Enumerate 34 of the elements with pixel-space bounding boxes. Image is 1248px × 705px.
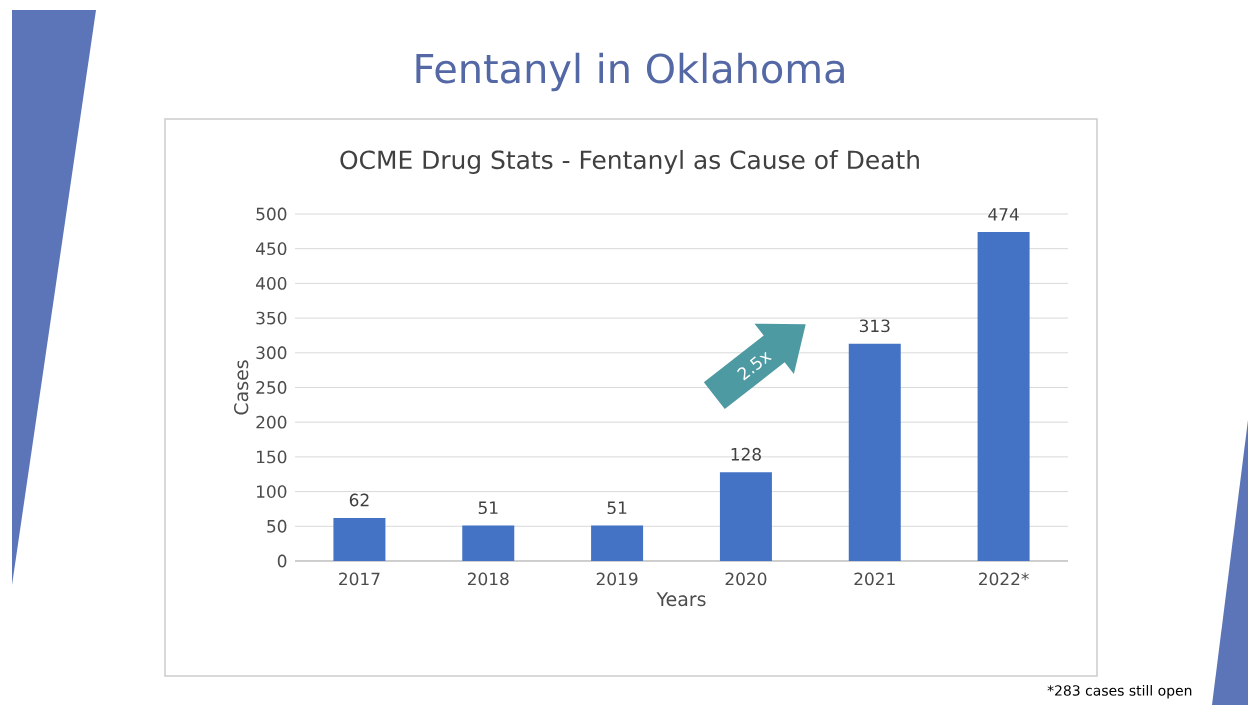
data-label: 474	[988, 208, 1019, 221]
y-tick-label: 500	[256, 207, 287, 221]
y-tick-label: 250	[256, 381, 287, 394]
bar	[977, 232, 1030, 561]
bar	[719, 472, 772, 561]
bar	[591, 525, 644, 561]
x-tick-label: 2020	[725, 572, 767, 586]
x-tick-label: 2019	[596, 572, 638, 586]
x-tick-label: 2017	[339, 572, 380, 586]
y-tick-label: 300	[256, 346, 287, 360]
x-tick-label: 2018	[467, 572, 509, 586]
y-tick-label: 350	[256, 311, 287, 325]
bar	[462, 525, 515, 561]
y-tick-label: 200	[256, 415, 287, 429]
y-tick-label: 50	[267, 519, 287, 533]
y-tick-label: 0	[277, 554, 287, 568]
data-label: 51	[478, 501, 498, 515]
y-tick-label: 150	[257, 450, 287, 464]
x-tick-label: 2021	[854, 572, 895, 586]
data-label: 51	[607, 501, 627, 515]
text: *283 cases still open	[1047, 684, 1192, 699]
bar	[848, 343, 901, 561]
bar	[333, 517, 386, 561]
y-tick-label: 400	[255, 276, 287, 290]
x-axis-title: Years	[656, 592, 706, 607]
data-label: 128	[731, 447, 761, 461]
data-label: 313	[859, 319, 890, 333]
y-axis-title: Cases	[234, 360, 249, 415]
chart-title: Fentanyl in Oklahoma	[416, 52, 844, 92]
y-tick-label: 450	[255, 242, 287, 256]
data-label: 62	[349, 493, 369, 507]
x-tick-label: 2022*	[979, 572, 1029, 586]
chart-subtitle: OCME Drug Stats - Fentanyl as Cause of Death	[340, 149, 919, 175]
y-tick-label: 100	[257, 485, 287, 498]
